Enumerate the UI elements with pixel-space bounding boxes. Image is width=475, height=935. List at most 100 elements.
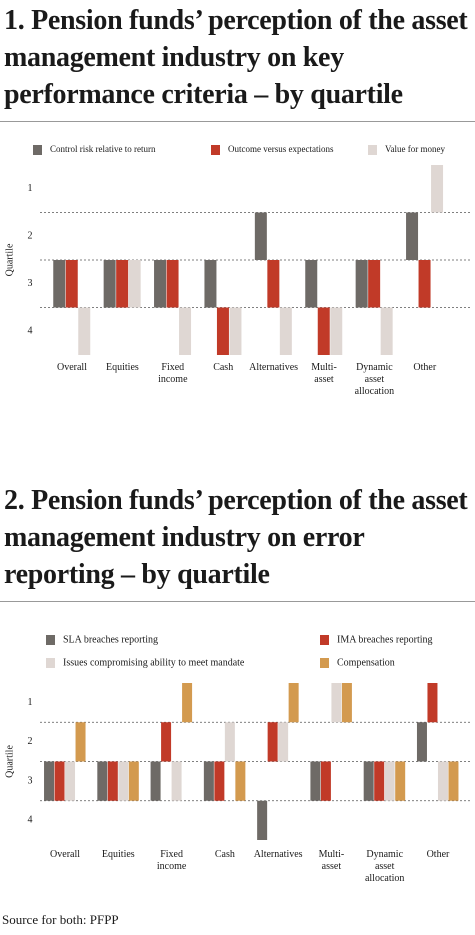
bar	[204, 260, 217, 308]
bar	[214, 761, 225, 801]
bar	[150, 761, 161, 801]
bar	[171, 761, 182, 801]
x-tick-label: Other	[413, 362, 437, 373]
x-tick-label: Dynamic asset allocation	[354, 362, 395, 397]
x-tick-label: Equities	[106, 362, 139, 373]
bar	[103, 260, 116, 308]
bar	[406, 212, 419, 260]
x-tick-label: Fixed income	[156, 849, 187, 872]
bar	[257, 800, 268, 840]
legend-label: Outcome versus expectations	[228, 144, 334, 154]
y-tick-label: 3	[28, 775, 33, 786]
x-tick-label: Overall	[57, 362, 87, 373]
y-tick-label: 1	[28, 697, 33, 708]
legend-swatch	[33, 145, 42, 155]
legend-label: Control risk relative to return	[50, 144, 156, 154]
bar	[267, 722, 278, 762]
bar	[166, 260, 179, 308]
y-tick-label: 1	[28, 183, 33, 194]
y-tick-label: 4	[28, 326, 33, 337]
x-tick-label: Other	[426, 849, 450, 860]
x-tick-label: Multi- asset	[311, 362, 337, 385]
bar	[161, 722, 172, 762]
source: Source for both: PFPP	[2, 912, 119, 927]
legend-label: SLA breaches reporting	[63, 634, 158, 645]
bar	[317, 307, 330, 355]
bar	[416, 722, 427, 762]
bar	[44, 761, 55, 801]
y-tick-label: 2	[28, 736, 33, 747]
y-axis-label: Quartile	[4, 243, 15, 276]
bar	[53, 260, 66, 308]
bar	[78, 307, 91, 355]
bar	[368, 260, 381, 308]
legend-label: Issues compromising ability to meet mand…	[63, 657, 245, 668]
x-tick-label: Cash	[214, 849, 235, 860]
bar	[431, 165, 444, 213]
bar	[216, 307, 229, 355]
legend-swatch	[46, 658, 55, 668]
x-tick-label: Alternatives	[253, 849, 303, 860]
y-tick-label: 2	[28, 231, 33, 242]
bar	[395, 761, 406, 801]
bar	[448, 761, 459, 801]
bar	[65, 761, 76, 801]
x-tick-label: Dynamic asset allocation	[364, 849, 405, 884]
bar	[116, 260, 129, 308]
bar	[288, 683, 299, 723]
bar	[310, 761, 321, 801]
bar	[75, 722, 86, 762]
legend-swatch	[320, 635, 329, 645]
y-tick-label: 4	[28, 815, 33, 826]
y-axis-label: Quartile	[4, 745, 15, 778]
bar	[65, 260, 78, 308]
bar	[341, 683, 352, 723]
bar	[380, 307, 393, 355]
bar	[107, 761, 118, 801]
bar	[203, 761, 214, 801]
bar	[437, 761, 448, 801]
bar	[154, 260, 167, 308]
bar	[305, 260, 318, 308]
x-tick-label: Overall	[50, 849, 81, 860]
bar	[235, 761, 246, 801]
bar	[267, 260, 280, 308]
legend-swatch	[211, 145, 220, 155]
legend-label: IMA breaches reporting	[337, 634, 433, 645]
bar	[128, 260, 141, 308]
chart-title: 2. Pension funds’ perception of the asse…	[4, 485, 468, 590]
x-tick-label: Cash	[213, 362, 234, 373]
bar	[118, 761, 129, 801]
legend-label: Value for money	[385, 144, 445, 154]
chart-title: 1. Pension funds’ perception of the asse…	[4, 5, 468, 110]
bar	[128, 761, 139, 801]
legend-swatch	[320, 658, 329, 668]
rule	[0, 601, 475, 602]
bar	[320, 761, 331, 801]
legend-swatch	[368, 145, 377, 155]
x-tick-label: Multi- asset	[318, 849, 345, 872]
bar	[97, 761, 108, 801]
bar	[229, 307, 242, 355]
bar	[279, 307, 292, 355]
y-tick-label: 3	[28, 278, 33, 289]
bar	[331, 683, 342, 723]
bar	[427, 683, 438, 723]
x-tick-label: Equities	[101, 849, 135, 860]
bar	[179, 307, 192, 355]
x-tick-label: Alternatives	[249, 362, 299, 373]
bar	[363, 761, 374, 801]
bar	[254, 212, 267, 260]
bar	[384, 761, 395, 801]
bar	[182, 683, 193, 723]
bar	[374, 761, 385, 801]
bar	[54, 761, 65, 801]
x-tick-label: Fixed income	[158, 362, 188, 385]
bar	[330, 307, 343, 355]
bar	[418, 260, 431, 308]
legend-label: Compensation	[337, 657, 395, 668]
bar	[355, 260, 368, 308]
rule	[0, 121, 475, 122]
